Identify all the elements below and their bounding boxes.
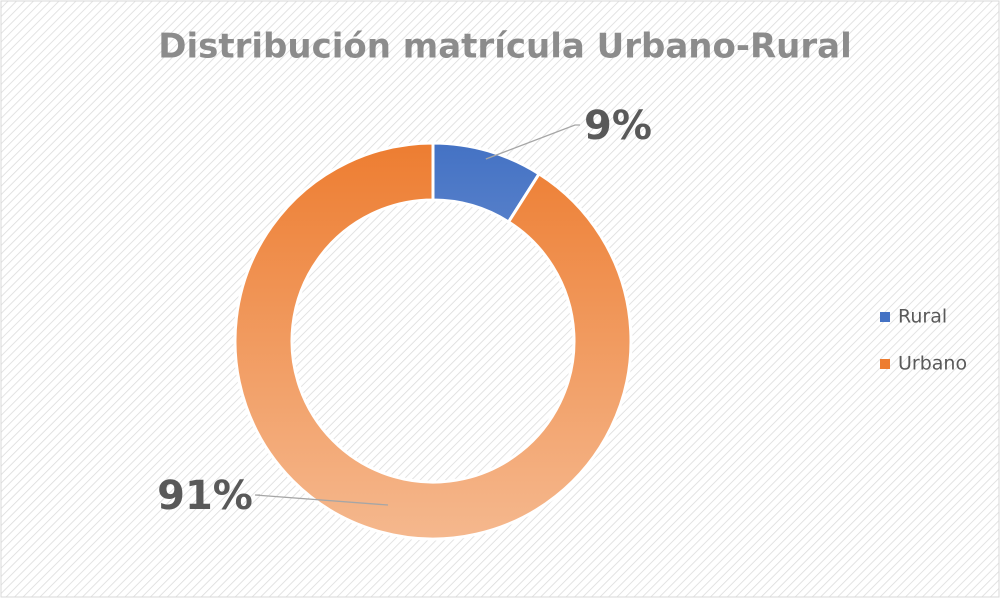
legend-label: Rural xyxy=(898,306,947,328)
leader-line xyxy=(485,124,580,160)
data-label: 9% xyxy=(584,103,652,149)
legend-swatch xyxy=(880,312,890,322)
legend-label: Urbano xyxy=(898,353,967,375)
legend-swatch xyxy=(880,359,890,369)
donut-slice xyxy=(233,141,633,541)
data-label: 91% xyxy=(157,473,253,519)
leader-line xyxy=(254,494,389,506)
chart-title: Distribución matrícula Urbano-Rural xyxy=(158,27,851,67)
